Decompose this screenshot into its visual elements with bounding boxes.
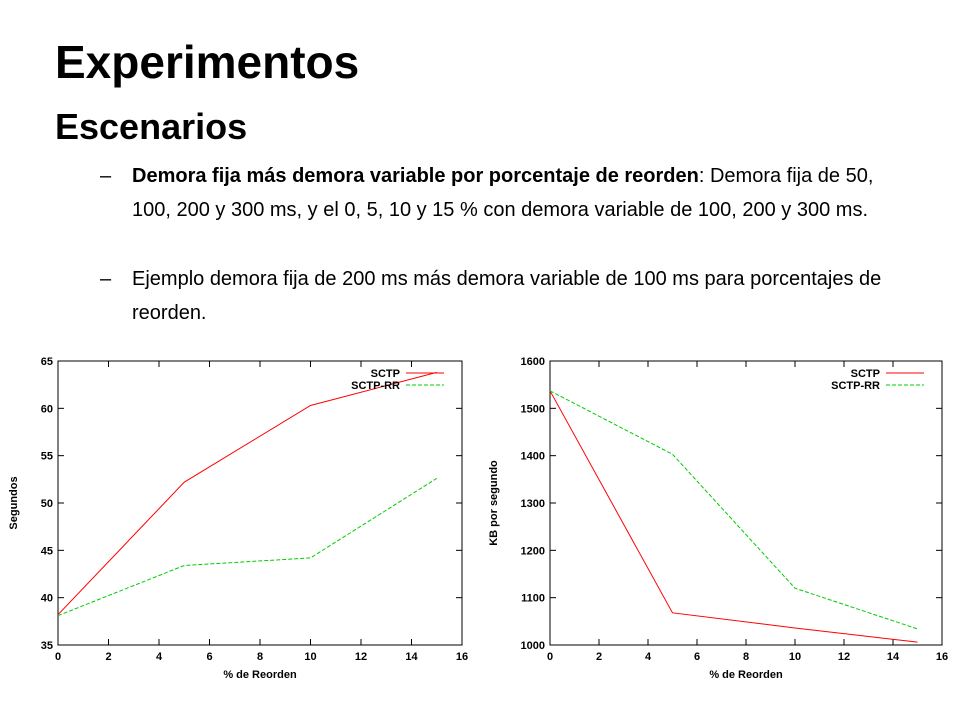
chart-kb-x-tick-label: 8: [743, 651, 749, 663]
chart-kb-series-line-sctp-rr: [549, 390, 918, 630]
chart-kb-x-tick-label: 12: [838, 651, 850, 663]
chart-kb-y-tick-label: 1400: [521, 451, 545, 463]
chart-kb-legend-label: SCTP: [851, 368, 880, 380]
chart-kb-y-tick-label: 1500: [521, 403, 545, 415]
slide-subtitle: Escenarios: [55, 106, 248, 147]
chart-segundos-x-tick-label: 10: [304, 651, 316, 663]
chart-segundos-series-line-sctp-rr: [57, 477, 438, 617]
chart-kb-y-tick-label: 1100: [521, 593, 545, 605]
chart-segundos-series-line-sctp: [57, 371, 437, 616]
chart-kb-y-axis-label: KB por segundo: [488, 460, 500, 546]
chart-kb-x-tick-label: 4: [645, 651, 652, 663]
chart-segundos-y-tick-label: 45: [41, 545, 53, 557]
chart-segundos: 0 2 4 6 8 10 12 14 16 35 40 45 50 55 60 65 % de Reorden S…: [0, 348, 480, 688]
chart-segundos-legend-label: SCTP: [371, 368, 400, 380]
chart-segundos-y-axis-label: Segundos: [8, 476, 20, 529]
chart-kb-x-axis-label: % de Reorden: [709, 669, 783, 681]
chart-kb-y-tick-label: 1600: [521, 356, 545, 368]
chart-segundos-y-tick-label: 50: [41, 498, 53, 510]
chart-segundos-y-tick-label: 35: [41, 640, 53, 652]
chart-segundos-x-tick-label: 2: [105, 651, 111, 663]
chart-segundos-y-tick-label: 60: [41, 403, 53, 415]
chart-kb-por-segundo-svg: 0 2 4 6 8 10 12 14 16 1000 1100 1200 1300 1400 1500 160…: [488, 356, 948, 681]
bullet-dash: –: [100, 165, 112, 187]
bullet-item-1: – Demora fija más demora variable por po…: [100, 159, 900, 227]
chart-segundos-legend-label: SCTP-RR: [351, 380, 400, 392]
bullet-text: Ejemplo demora fija de 200 ms más demora…: [132, 268, 882, 324]
chart-segundos-x-tick-label: 6: [206, 651, 212, 663]
chart-kb-legend-label: SCTP-RR: [831, 380, 880, 392]
chart-segundos-y-tick-label: 55: [41, 451, 53, 463]
chart-segundos-x-tick-label: 4: [156, 651, 163, 663]
bullet-item-2: – Ejemplo demora fija de 200 ms más demo…: [100, 262, 900, 330]
chart-kb-series-line-sctp: [549, 390, 918, 643]
chart-segundos-y-tick-label: 40: [41, 593, 53, 605]
chart-segundos-x-tick-label: 14: [405, 651, 418, 663]
chart-kb-x-tick-label: 2: [596, 651, 602, 663]
bullet-dash: –: [100, 268, 112, 290]
chart-segundos-x-tick-label: 12: [355, 651, 367, 663]
chart-kb-y-tick-label: 1300: [521, 498, 545, 510]
chart-segundos-x-axis-label: % de Reorden: [223, 669, 297, 681]
chart-kb-x-tick-label: 14: [887, 651, 900, 663]
chart-kb-plot-frame: [549, 360, 943, 646]
chart-kb-x-tick-label: 16: [936, 651, 948, 663]
bullet-bold-text: Demora fija más demora variable por porc…: [132, 165, 699, 187]
chart-segundos-plot-frame: [57, 360, 463, 646]
chart-kb-y-tick-label: 1000: [521, 640, 545, 652]
bullet-text: Demora fija más demora variable por porc…: [132, 159, 900, 227]
chart-segundos-svg: 0 2 4 6 8 10 12 14 16 35 40 45 50 55 60 65 % de Reorden S…: [8, 356, 468, 681]
chart-segundos-x-tick-label: 16: [456, 651, 468, 663]
chart-kb-x-tick-label: 10: [789, 651, 801, 663]
chart-kb-x-tick-label: 0: [547, 651, 553, 663]
slide-title: Experimentos: [55, 36, 360, 88]
chart-kb-por-segundo: 0 2 4 6 8 10 12 14 16 1000 1100 1200 1300 1400 1500 160…: [480, 348, 960, 688]
chart-segundos-x-tick-label: 0: [55, 651, 61, 663]
chart-segundos-x-tick-label: 8: [257, 651, 263, 663]
chart-kb-x-tick-label: 6: [694, 651, 700, 663]
bullet-regular-text: : Demora fija de 50, 100, 200 y 300 ms, …: [132, 165, 874, 221]
chart-segundos-y-tick-label: 65: [41, 356, 53, 368]
chart-kb-y-tick-label: 1200: [521, 545, 545, 557]
